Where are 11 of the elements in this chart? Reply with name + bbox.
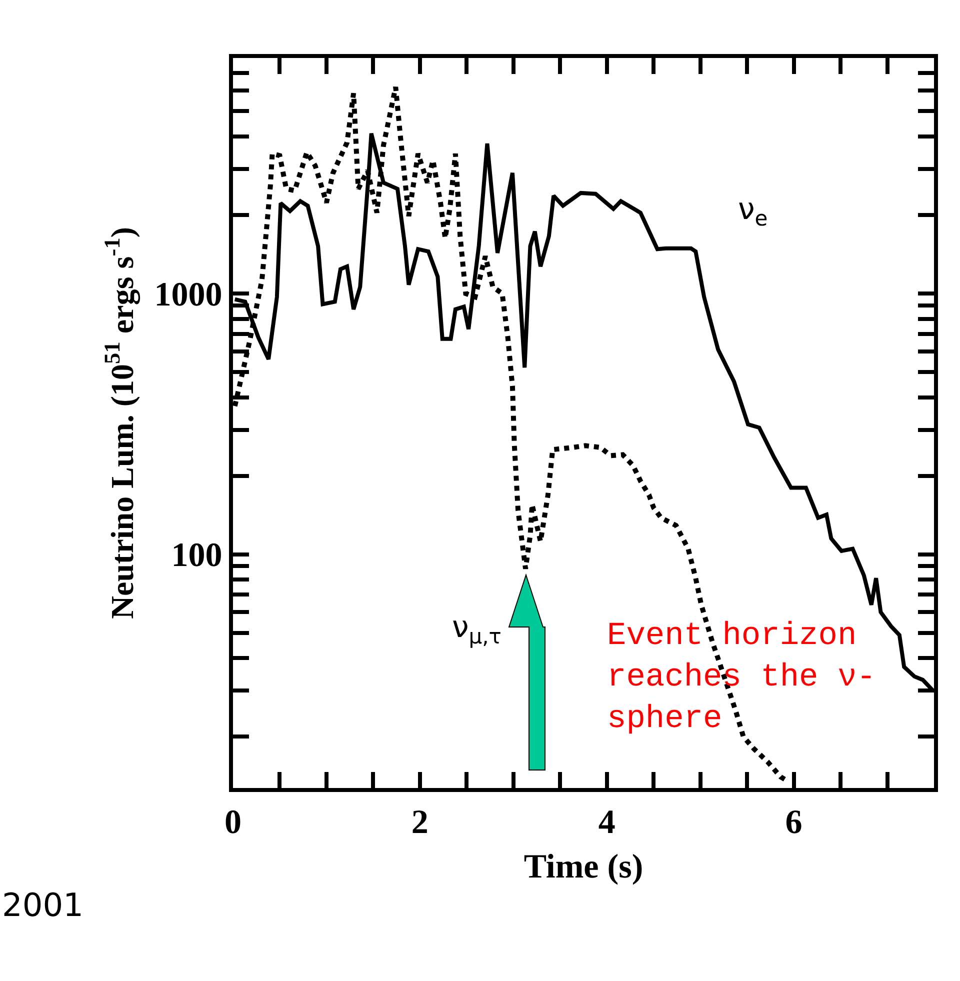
x-tick-label: 0 [224, 804, 242, 841]
y-tick-label: 100 [171, 537, 222, 574]
text: 2001 [2, 886, 84, 924]
x-axis-title: Time (s) [524, 848, 644, 886]
series-label: ν$_{e}$ [738, 192, 768, 230]
y-tick-label: 1000 [154, 276, 222, 314]
series-label: ν$_{μ,τ}$ [452, 610, 502, 648]
x-tick-label: 6 [785, 804, 802, 841]
x-tick-label: 2 [411, 804, 428, 841]
x-tick-label: 4 [598, 804, 616, 841]
annotation: Event horizon reaches the ν- sphere [607, 617, 876, 738]
